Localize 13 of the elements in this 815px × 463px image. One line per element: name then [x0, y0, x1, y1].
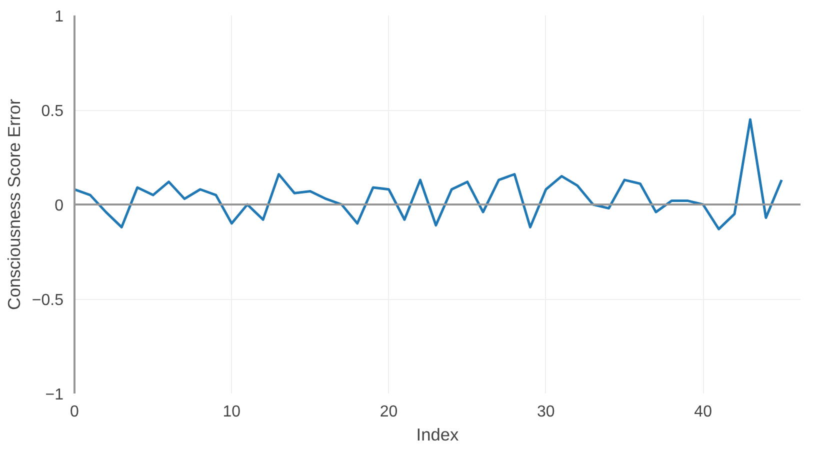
- y-axis-title: Consciousness Score Error: [4, 98, 24, 310]
- y-tick-label: 1: [54, 8, 64, 26]
- y-tick-label: −0.5: [32, 292, 64, 309]
- y-tick-label: −1: [45, 386, 64, 404]
- x-tick-label: 10: [222, 404, 241, 420]
- x-axis-title: Index: [416, 424, 460, 444]
- x-tick-label: 30: [537, 404, 555, 420]
- x-tick-label: 20: [380, 404, 398, 420]
- line-series: [74, 118, 783, 230]
- x-tick-label: 0: [70, 404, 80, 420]
- y-tick-label: 0: [54, 198, 64, 214]
- x-tick-label: 40: [694, 404, 712, 420]
- y-tick-label: 0.5: [41, 103, 64, 120]
